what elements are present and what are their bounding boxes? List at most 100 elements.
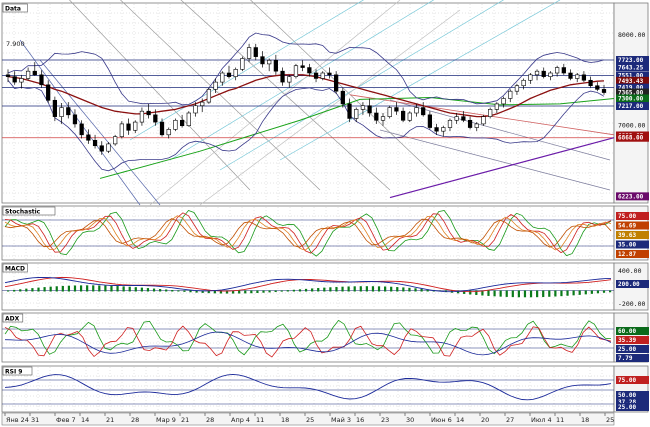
level-badge-text: 7217.00 xyxy=(618,103,644,110)
histogram-bar xyxy=(274,290,277,293)
level-badge-text: 37.28 xyxy=(618,399,636,406)
level-badge xyxy=(616,391,649,399)
candle-body xyxy=(521,79,526,87)
candle xyxy=(300,60,305,72)
level-badge xyxy=(616,83,649,92)
candle xyxy=(59,103,64,124)
trend-line xyxy=(379,129,611,191)
panel-3: MACD xyxy=(1,262,649,311)
candle-body xyxy=(548,72,553,77)
level-badge xyxy=(616,354,649,362)
x-axis: Янв 24 31 Фев 7 14 21 28 Мар 9 21 28 Апр 4 11 18 25 М… xyxy=(1,412,615,426)
x-tick-label: Июл 4 xyxy=(531,416,552,424)
histogram-bar xyxy=(602,290,606,293)
histogram-bar xyxy=(201,290,204,293)
x-tick-label: 18 xyxy=(581,416,589,424)
level-badge xyxy=(616,212,649,220)
level-badge-text: 35.39 xyxy=(618,337,636,344)
level-badge xyxy=(616,56,649,64)
histogram-bar xyxy=(396,287,399,292)
histogram-bar xyxy=(250,290,253,294)
candle xyxy=(166,127,171,139)
candle-body xyxy=(427,114,433,128)
candle-body xyxy=(575,74,580,79)
histogram-bar xyxy=(19,289,22,292)
candle xyxy=(548,71,553,81)
candle xyxy=(454,113,459,124)
panel-frame xyxy=(1,365,615,413)
level-badge-text: 39.63 xyxy=(618,232,636,239)
candle-body xyxy=(555,67,560,74)
candle-body xyxy=(139,110,145,123)
level-badge xyxy=(616,336,649,344)
x-tick-label: 30 xyxy=(406,416,414,424)
histogram-bar xyxy=(317,288,320,292)
level-badge xyxy=(616,280,649,288)
histogram-bar xyxy=(55,286,58,292)
histogram-bar xyxy=(542,290,545,298)
candle-body xyxy=(226,72,232,77)
candle xyxy=(347,98,352,123)
candle-body xyxy=(72,114,78,125)
histogram-bar xyxy=(31,288,34,292)
candle-body xyxy=(421,107,426,116)
histogram-bar xyxy=(43,287,46,292)
x-tick-label: 11 xyxy=(556,416,564,424)
histogram-bar xyxy=(323,287,326,292)
level-badge xyxy=(616,345,649,353)
candle xyxy=(561,63,566,75)
histogram-bar xyxy=(469,290,472,295)
candle-body xyxy=(387,107,392,117)
x-tick-label: 21 xyxy=(106,416,114,424)
candle-body xyxy=(360,105,366,110)
candle xyxy=(334,71,339,94)
candle xyxy=(260,51,265,68)
level-badge-text: 7723.00 xyxy=(618,57,644,64)
x-tick-label: 23 xyxy=(381,416,389,424)
candle xyxy=(508,89,513,103)
candle xyxy=(467,116,473,130)
trend-line xyxy=(219,0,505,171)
candle xyxy=(293,63,299,79)
histogram-bar xyxy=(329,287,332,292)
candle-body xyxy=(133,121,138,131)
histogram-bar xyxy=(493,290,496,297)
candle xyxy=(240,56,245,72)
x-tick-label: 20 xyxy=(481,416,489,424)
histogram-bar xyxy=(183,290,186,292)
candle-body xyxy=(400,110,406,121)
candle xyxy=(220,71,225,86)
x-tick-label: 16 xyxy=(356,416,364,424)
level-badge xyxy=(616,240,649,249)
candle-body xyxy=(581,74,587,81)
histogram-bar xyxy=(590,290,593,294)
candle-body xyxy=(206,89,212,103)
candle xyxy=(528,73,533,84)
candle-body xyxy=(568,72,573,79)
histogram-bar xyxy=(262,290,265,293)
candle xyxy=(481,114,486,126)
histogram-bar xyxy=(7,290,10,292)
histogram-bar xyxy=(390,286,393,292)
level-badge-text: 7300.00 xyxy=(618,95,644,102)
candle xyxy=(380,113,386,126)
candle-body xyxy=(354,109,359,119)
x-tick-label: 21 xyxy=(181,416,189,424)
candle xyxy=(179,114,185,128)
histogram-bar xyxy=(286,290,289,292)
x-tick-label: 28 xyxy=(206,416,214,424)
histogram-bar xyxy=(152,288,156,292)
histogram-bar xyxy=(475,290,478,296)
candle xyxy=(313,69,319,83)
histogram-bar xyxy=(280,290,283,292)
x-tick-label: 14 xyxy=(81,416,89,424)
candle-body xyxy=(461,116,466,121)
candle-body xyxy=(293,65,299,77)
candle-body xyxy=(447,119,453,128)
candle-body xyxy=(320,72,325,79)
panel-frame xyxy=(1,312,615,363)
level-badge xyxy=(616,327,649,335)
candle xyxy=(267,58,272,72)
